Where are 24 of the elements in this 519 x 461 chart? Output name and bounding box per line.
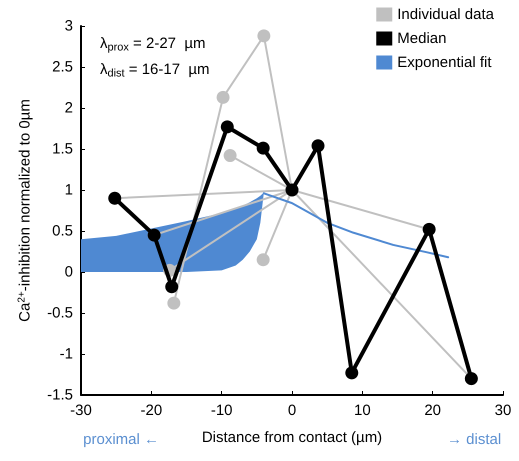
x-tick-label: -10: [210, 402, 233, 419]
y-tick-label: -0.5: [47, 304, 73, 322]
y-axis-title: Ca2+-inhibition normalized to 0µm: [16, 99, 34, 322]
y-tick-label: -1.5: [47, 386, 73, 404]
x-tick-label: 0: [288, 402, 296, 419]
text: proximal ←: [83, 431, 160, 448]
y-tick-label: 2: [64, 100, 73, 116]
x-tick-label: -20: [140, 402, 162, 419]
y-tick-label: 3: [64, 18, 73, 34]
legend-label: Individual data: [397, 6, 495, 23]
y-tick-label: 1.5: [52, 140, 73, 158]
x-tick-label: 20: [424, 402, 442, 419]
y-tick-label: 2.5: [52, 58, 73, 76]
x-tick-label: -30: [70, 402, 92, 419]
y-tick-label: -1: [60, 346, 73, 362]
x-tick-label: 30: [494, 402, 512, 419]
y-tick-label: 0: [64, 264, 73, 280]
x-tick-label: 10: [354, 402, 371, 419]
legend-label: Median: [397, 30, 446, 47]
x-axis-title: Distance from contact (µm): [202, 429, 382, 446]
y-tick-label: 0.5: [52, 222, 73, 240]
legend-label: Exponential fit: [397, 54, 492, 71]
text: → distal: [447, 431, 502, 448]
y-tick-label: 1: [64, 182, 73, 198]
